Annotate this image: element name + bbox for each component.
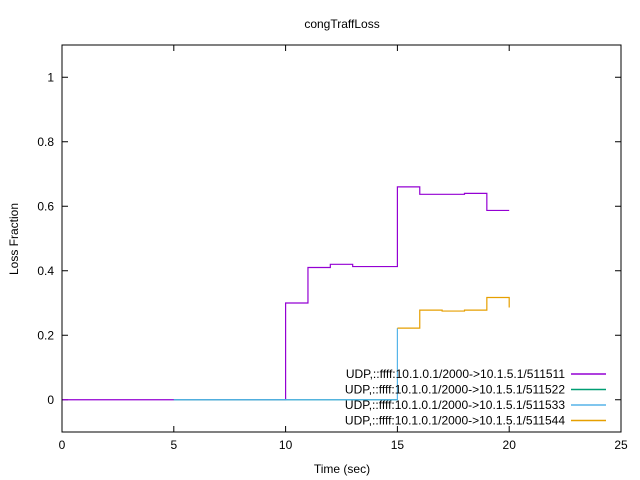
y-tick-label: 0.2 <box>37 328 54 342</box>
chart-title: congTraffLoss <box>304 17 379 31</box>
x-tick-label: 0 <box>59 438 66 452</box>
series-group <box>62 186 510 401</box>
x-tick-label: 5 <box>170 438 177 452</box>
y-tick-label: 1 <box>47 70 54 84</box>
y-axis-label: Loss Fraction <box>7 203 21 275</box>
y-tick-label: 0.4 <box>37 264 54 278</box>
series-line-3 <box>173 328 398 401</box>
legend: UDP,::ffff:10.1.0.1/2000->10.1.5.1/51151… <box>345 367 606 428</box>
legend-entry-label: UDP,::ffff:10.1.0.1/2000->10.1.5.1/51154… <box>345 414 565 428</box>
x-tick-label: 25 <box>614 438 628 452</box>
y-tick-label: 0.8 <box>37 135 54 149</box>
x-tick-label: 15 <box>391 438 405 452</box>
legend-entry-label: UDP,::ffff:10.1.0.1/2000->10.1.5.1/51151… <box>346 367 566 381</box>
series-line-1 <box>62 186 510 401</box>
x-tick-label: 20 <box>503 438 517 452</box>
legend-entry-label: UDP,::ffff:10.1.0.1/2000->10.1.5.1/51153… <box>345 398 565 412</box>
x-axis-label: Time (sec) <box>314 462 370 476</box>
y-tick-label: 0.6 <box>37 199 54 213</box>
series-line-4 <box>397 296 510 329</box>
plot-frame <box>61 44 622 433</box>
y-tick-label: 0 <box>47 393 54 407</box>
legend-entry-label: UDP,::ffff:10.1.0.1/2000->10.1.5.1/51152… <box>345 383 565 397</box>
x-tick-label: 10 <box>279 438 293 452</box>
tick-group: 0 5 10 15 20 25 0 0.2 0.4 0.6 0.8 1 <box>37 45 628 452</box>
